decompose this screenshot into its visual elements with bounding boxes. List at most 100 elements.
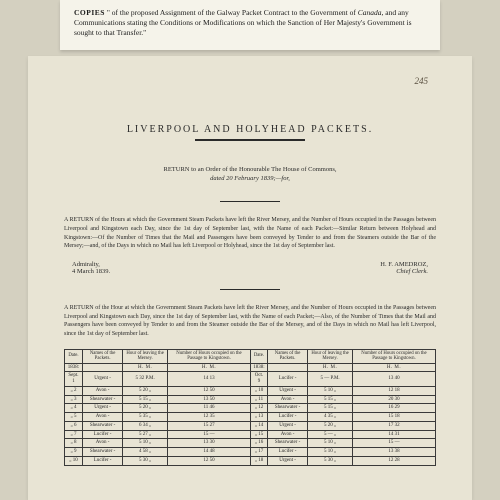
th-passage-l: Number of Hours occupied on the Passage … [168, 349, 251, 363]
table-cell: „ 4 [65, 404, 83, 413]
th-leaving-r: Hour of leaving the Mersey. [308, 349, 353, 363]
signature-right: H. F. AMEDROZ, Chief Clerk. [380, 261, 428, 275]
sig-title: Chief Clerk. [380, 268, 428, 275]
slip-lead: COPIES [74, 8, 105, 17]
document-title: LIVERPOOL AND HOLYHEAD PACKETS. [64, 124, 436, 135]
th-date-r: Date. [251, 349, 268, 363]
table-cell: 15 18 [352, 413, 435, 422]
table-cell: Shearwater - [267, 404, 307, 413]
top-document-slip: COPIES " of the proposed Assignment of t… [60, 0, 440, 50]
table-cell: Urgent - [82, 372, 122, 387]
table-cell: Urgent - [267, 456, 307, 465]
sub-hm-1: H. M. [123, 363, 168, 372]
sig-date: 4 March 1839. [72, 268, 110, 275]
table-cell: 13 50 [168, 395, 251, 404]
table-cell: 5 20 „ [308, 421, 353, 430]
table-cell: 5 10 „ [308, 386, 353, 395]
sig-name: H. F. AMEDROZ, [380, 261, 428, 268]
table-cell: Urgent - [267, 386, 307, 395]
sub-hm-4: H. M. [352, 363, 435, 372]
return-order-line1: RETURN to an Order of the Honourable The… [64, 165, 436, 174]
table-cell: 5 — P.M. [308, 372, 353, 387]
sig-admiralty: Admiralty, [72, 261, 110, 268]
table-cell: 5 35 „ [123, 413, 168, 422]
table-cell: „ 9 [65, 448, 83, 457]
return-paragraph-1: A RETURN of the Hours at which the Gover… [64, 216, 436, 251]
table-cell: „ 10 [251, 386, 268, 395]
table-row: „ 6Shearwater -6 34 „15 27„ 14Urgent -5 … [65, 421, 436, 430]
return-order-block: RETURN to an Order of the Honourable The… [64, 165, 436, 183]
th-leaving-l: Hour of leaving the Mersey. [123, 349, 168, 363]
slip-body1: " of the proposed Assignment of the Galw… [105, 8, 358, 17]
table-cell: 12 50 [168, 386, 251, 395]
return-order-line2: dated 20 February 1839;—for, [64, 174, 436, 183]
table-cell: 5 — „ [308, 430, 353, 439]
table-row: Sept. 1Urgent -5 32 P.M.14 13Oct. 9Lucif… [65, 372, 436, 387]
signature-left: Admiralty, 4 March 1839. [72, 261, 110, 275]
table-cell: 5 15 „ [308, 404, 353, 413]
table-cell: 12 35 [168, 413, 251, 422]
table-cell: 5 27 „ [123, 430, 168, 439]
table-cell: 14 31 [352, 430, 435, 439]
table-cell: 5 10 „ [308, 439, 353, 448]
table-cell: „ 7 [65, 430, 83, 439]
table-cell: 15 — [352, 439, 435, 448]
table-cell: 5 10 „ [123, 439, 168, 448]
table-cell: 14 48 [168, 448, 251, 457]
table-cell: 5 30 „ [308, 456, 353, 465]
table-cell: Avon - [82, 386, 122, 395]
table-cell: 13 40 [352, 372, 435, 387]
table-cell: Avon - [267, 395, 307, 404]
table-body: Sept. 1Urgent -5 32 P.M.14 13Oct. 9Lucif… [65, 372, 436, 465]
table-row: „ 10Lucifer -5 30 „12 50„ 18Urgent -5 30… [65, 456, 436, 465]
page-number: 245 [415, 76, 429, 86]
main-document-page: 245 LIVERPOOL AND HOLYHEAD PACKETS. RETU… [28, 56, 472, 500]
sub-hm-3: H. M. [308, 363, 353, 372]
th-packet-r: Names of the Packets. [267, 349, 307, 363]
table-cell: „ 18 [251, 456, 268, 465]
table-cell: 13 38 [352, 448, 435, 457]
table-row: „ 5Avon -5 35 „12 35„ 13Lucifer -4 35 „1… [65, 413, 436, 422]
table-cell: 4 58 „ [123, 448, 168, 457]
table-cell: 15 — [168, 430, 251, 439]
th-passage-r: Number of Hours occupied on the Passage … [352, 349, 435, 363]
table-cell: „ 3 [65, 395, 83, 404]
table-cell: „ 13 [251, 413, 268, 422]
table-row: „ 4Urgent -5 20 „11 46„ 12Shearwater -5 … [65, 404, 436, 413]
table-cell: „ 12 [251, 404, 268, 413]
table-cell: Avon - [267, 430, 307, 439]
table-cell: Urgent - [267, 421, 307, 430]
table-row: „ 8Avon -5 10 „13 30„ 16Shearwater -5 10… [65, 439, 436, 448]
table-cell: „ 5 [65, 413, 83, 422]
table-cell: 11 46 [168, 404, 251, 413]
slip-canada: Canada [358, 8, 382, 17]
year-right: 1838: [251, 363, 268, 372]
table-cell: 6 34 „ [123, 421, 168, 430]
table-cell: 5 10 „ [308, 448, 353, 457]
table-cell: 12 50 [168, 456, 251, 465]
table-cell: „ 8 [65, 439, 83, 448]
table-cell: Urgent - [82, 404, 122, 413]
table-cell: Avon - [82, 439, 122, 448]
table-cell: 16 29 [352, 404, 435, 413]
table-cell: Shearwater - [82, 448, 122, 457]
table-row: „ 9Shearwater -4 58 „14 48„ 17Lucifer -5… [65, 448, 436, 457]
table-cell: Shearwater - [82, 421, 122, 430]
table-cell: 5 20 „ [123, 386, 168, 395]
table-row: „ 2Avon -5 20 „12 50„ 10Urgent -5 10 „12… [65, 386, 436, 395]
table-cell: Shearwater - [267, 439, 307, 448]
table-cell: Sept. 1 [65, 372, 83, 387]
table-cell: Lucifer - [267, 448, 307, 457]
table-cell: 15 27 [168, 421, 251, 430]
table-cell: Avon - [82, 413, 122, 422]
table-cell: 5 20 „ [123, 404, 168, 413]
year-left: 1838: [65, 363, 83, 372]
table-cell: Lucifer - [267, 372, 307, 387]
table-head: Date. Names of the Packets. Hour of leav… [65, 349, 436, 372]
slip-text: COPIES " of the proposed Assignment of t… [74, 8, 426, 38]
table-cell: „ 2 [65, 386, 83, 395]
table-cell: „ 14 [251, 421, 268, 430]
packets-table: Date. Names of the Packets. Hour of leav… [64, 349, 436, 466]
table-cell: 17 32 [352, 421, 435, 430]
table-cell: „ 6 [65, 421, 83, 430]
